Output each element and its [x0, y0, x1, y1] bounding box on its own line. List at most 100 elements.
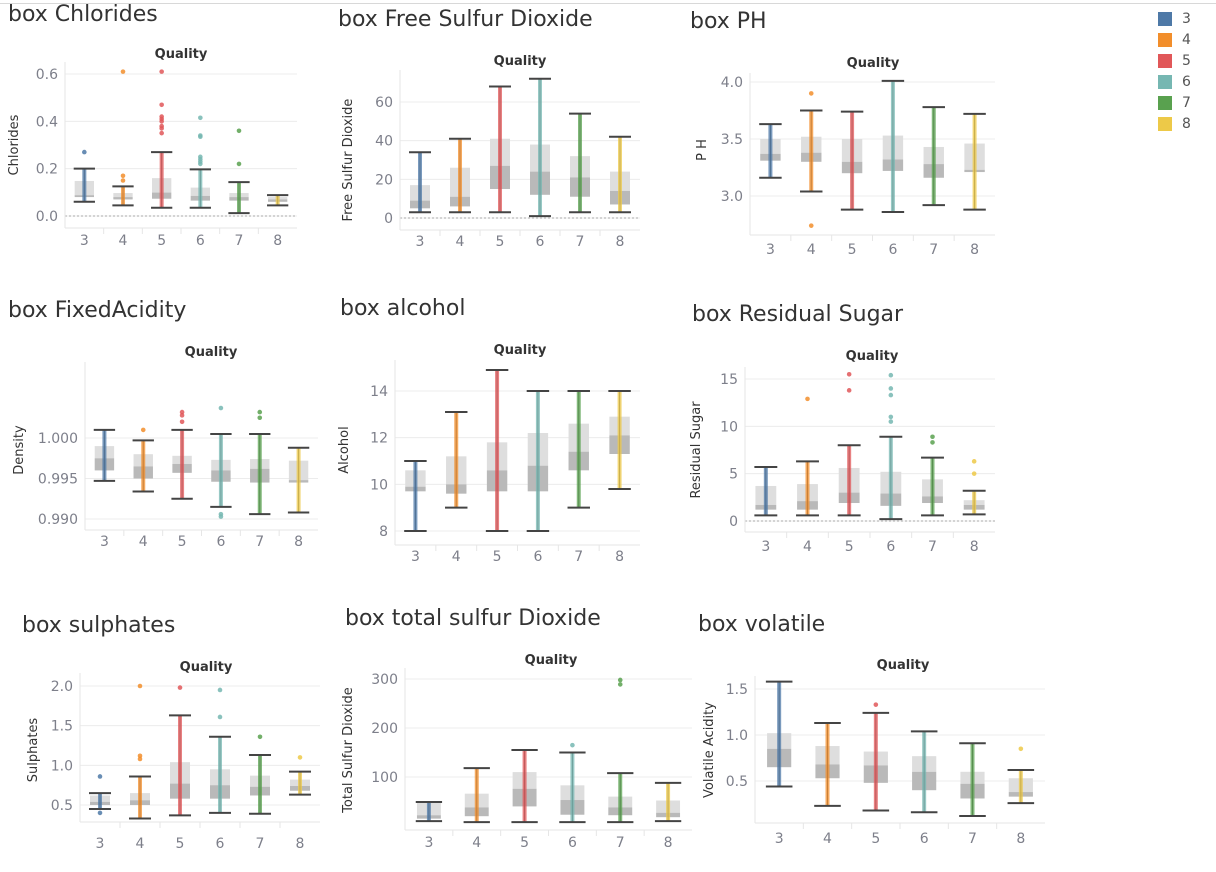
chart-title: box volatile — [698, 612, 826, 637]
outlier-point[interactable] — [159, 130, 164, 136]
legend-item[interactable]: 7 — [1158, 92, 1191, 113]
y-axis-title: Sulphates — [26, 718, 41, 783]
x-tick-label: 6 — [216, 534, 225, 550]
outlier-point[interactable] — [873, 702, 879, 707]
outlier-point[interactable] — [217, 714, 223, 720]
outlier-point[interactable] — [617, 682, 623, 687]
x-tick-label: 7 — [235, 233, 244, 249]
legend-label: 6 — [1182, 73, 1191, 90]
y-tick-label: 15 — [720, 372, 738, 388]
outlier-point[interactable] — [570, 742, 575, 748]
y-tick-label: 0.990 — [38, 512, 78, 528]
outlier-point[interactable] — [257, 734, 263, 740]
outlier-point[interactable] — [179, 413, 185, 418]
legend-swatch — [1158, 32, 1172, 47]
outlier-point[interactable] — [808, 91, 814, 96]
y-axis-title: Density — [12, 425, 27, 475]
x-tick-label: 6 — [886, 539, 895, 555]
legend-item[interactable]: 4 — [1158, 29, 1191, 50]
y-tick-label: 0.6 — [36, 67, 58, 83]
outlier-point[interactable] — [159, 119, 164, 124]
outlier-point[interactable] — [159, 126, 164, 131]
outlier-point[interactable] — [930, 434, 935, 440]
outlier-point[interactable] — [888, 392, 894, 398]
outlier-point[interactable] — [617, 677, 623, 683]
y-tick-label: 60 — [375, 95, 393, 111]
outlier-point[interactable] — [120, 178, 126, 183]
outlier-point[interactable] — [888, 414, 894, 420]
outlier-point[interactable] — [236, 161, 242, 167]
legend-item[interactable]: 5 — [1158, 50, 1191, 71]
outlier-point[interactable] — [137, 683, 143, 689]
outlier-point[interactable] — [97, 810, 103, 816]
x-tick-label: 8 — [616, 234, 625, 250]
y-tick-label: 0.2 — [36, 162, 58, 178]
outlier-point[interactable] — [257, 409, 263, 415]
outlier-point[interactable] — [888, 419, 894, 424]
outlier-point[interactable] — [97, 774, 103, 779]
outlier-point[interactable] — [236, 128, 242, 134]
outlier-point[interactable] — [82, 149, 87, 155]
y-axis-title: Chlorides — [7, 114, 22, 175]
x-tick-label: 3 — [766, 242, 775, 258]
x-tick-label: 4 — [472, 835, 481, 851]
box-plot-1: 0 20 40 60 Quality Free Sulfur Dioxide 3 4 5 6 7 8 — [341, 54, 640, 250]
y-tick-label: 0.995 — [38, 472, 78, 488]
outlier-point[interactable] — [257, 415, 263, 421]
y-tick-label: 0.5 — [51, 798, 73, 814]
legend-swatch — [1158, 95, 1172, 110]
outlier-point[interactable] — [846, 388, 852, 393]
outlier-point[interactable] — [930, 440, 935, 445]
outlier-point[interactable] — [198, 161, 203, 167]
outlier-point[interactable] — [217, 687, 223, 693]
outlier-point[interactable] — [218, 405, 224, 411]
legend-swatch — [1158, 11, 1172, 26]
x-tick-label: 6 — [196, 233, 205, 249]
outlier-point[interactable] — [179, 409, 185, 415]
outlier-point[interactable] — [888, 372, 894, 378]
outlier-point[interactable] — [888, 386, 894, 391]
x-tick-label: 6 — [216, 836, 225, 852]
outlier-point[interactable] — [971, 459, 977, 464]
outlier-point[interactable] — [140, 427, 146, 433]
outlier-point[interactable] — [159, 69, 164, 74]
outlier-point[interactable] — [137, 753, 143, 759]
outlier-point[interactable] — [1018, 746, 1024, 752]
outlier-point[interactable] — [179, 419, 185, 425]
outlier-point[interactable] — [137, 756, 143, 762]
x-tick-label: 7 — [616, 835, 625, 851]
legend-swatch — [1158, 116, 1172, 131]
outlier-point[interactable] — [846, 371, 852, 377]
outlier-point[interactable] — [805, 396, 810, 402]
box-plot-7: 100 200 300 Quality Total Sulfur Dioxide 3 4 5 6… — [341, 653, 692, 851]
x-tick-label: 5 — [496, 234, 505, 250]
y-tick-label: 8 — [379, 524, 388, 540]
y-tick-label: 300 — [371, 672, 398, 688]
y-tick-label: 1.5 — [726, 682, 748, 698]
legend-swatch — [1158, 53, 1172, 68]
outlier-point[interactable] — [297, 755, 303, 760]
legend-item[interactable]: 3 — [1158, 8, 1191, 29]
legend-item[interactable]: 8 — [1158, 113, 1191, 134]
outlier-point[interactable] — [120, 69, 126, 74]
outlier-point[interactable] — [177, 685, 183, 690]
x-tick-label: 4 — [823, 831, 832, 847]
x-tick-label: 7 — [968, 831, 977, 847]
outlier-point[interactable] — [218, 511, 224, 517]
outlier-point[interactable] — [159, 102, 164, 108]
x-tick-label: 3 — [411, 549, 420, 565]
outlier-point[interactable] — [120, 173, 126, 179]
outlier-point[interactable] — [808, 223, 814, 228]
box-plot-3: 0.990 0.995 1.000 Quality Density 3 4 5 6 7 8 — [12, 345, 318, 550]
x-tick-label: 7 — [576, 234, 585, 250]
y-tick-label: 10 — [370, 477, 388, 493]
x-tick-label: 4 — [456, 234, 465, 250]
legend-item[interactable]: 6 — [1158, 71, 1191, 92]
legend-label: 5 — [1182, 52, 1191, 69]
outlier-point[interactable] — [198, 115, 203, 121]
outlier-point[interactable] — [198, 134, 203, 140]
outlier-point[interactable] — [971, 471, 977, 476]
x-tick-label: 4 — [119, 233, 128, 249]
x-tick-label: 8 — [273, 233, 282, 249]
x-tick-label: 5 — [845, 539, 854, 555]
